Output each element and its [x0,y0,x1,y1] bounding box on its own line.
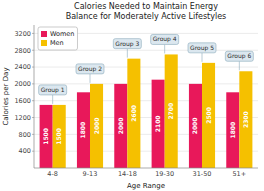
x-axis-line [34,168,258,169]
y-tick-label: 3200 [14,30,31,38]
bar [77,92,90,168]
callout: Group 3 [113,39,141,58]
x-tick-label: 4-8 [47,170,58,178]
callout-line [202,53,203,62]
bar [202,63,215,168]
callout-box [39,85,67,95]
callout-box [76,64,104,74]
callout-line [239,61,240,70]
callout-box [188,43,216,53]
title: Calories Needed to Maintain EnergyBalanc… [66,2,227,21]
y-tick-label: 1200 [14,114,31,122]
grid-line [34,67,258,68]
grid-line [34,134,258,135]
title-line: Calories Needed to Maintain Energy [74,2,218,11]
callout-box [113,39,141,49]
annotation: Group 5 [190,44,214,52]
data-label: 1800 [79,122,86,139]
legend-swatch [41,31,47,37]
data-label: 2300 [242,111,249,128]
y-tick-label: 800 [19,131,31,139]
chart-svg: Calories Needed to Maintain EnergyBalanc… [0,0,264,191]
bar [226,92,239,168]
legend-label: Men [50,39,64,47]
callout-box [225,51,253,61]
annotation: Group 6 [227,52,251,60]
legend-label: Women [50,30,74,38]
data-label: 2000 [93,118,100,135]
annotation: Group 3 [115,40,139,48]
callout: Group 2 [76,64,104,83]
bar [165,54,178,168]
y-axis-label: Calories per Day [2,67,10,125]
data-label: 1500 [42,128,49,145]
bar [239,71,252,168]
callout: Group 1 [39,85,67,104]
chart-container: Calories Needed to Maintain EnergyBalanc… [0,0,264,191]
y-tick-label: 2400 [14,63,31,71]
annotation: Group 4 [153,35,177,43]
legend: WomenMen [38,27,77,50]
bar [127,59,140,168]
data-label: 2100 [154,115,161,132]
grid-line [34,151,258,152]
data-label: 2000 [117,118,124,135]
y-tick-label: 1600 [14,97,31,105]
bar [53,105,66,168]
bar [114,84,127,168]
bar [40,105,53,168]
y-tick-label: 400 [19,147,31,155]
x-tick-label: 14-18 [118,170,137,178]
callout-line [127,49,128,58]
x-tick-label: 19-30 [155,170,174,178]
data-label: 2500 [205,107,212,124]
data-label: 2600 [130,105,137,122]
bars [40,54,253,168]
annotation: Group 1 [41,86,65,94]
data-label: 2700 [167,103,174,120]
x-tick-label: 31-50 [193,170,212,178]
legend-frame [38,27,77,50]
legend-swatch [41,40,47,46]
callout: Group 4 [151,34,179,53]
callout: Group 6 [225,51,253,70]
bar [152,80,165,168]
callout-line [52,95,53,104]
callout-line [164,44,165,53]
x-tick-label: 51+ [232,170,246,178]
grid-line [34,83,258,84]
callout: Group 5 [188,43,216,62]
data-label: 1800 [229,122,236,139]
y-tick-label: 2000 [14,80,31,88]
bar [189,84,202,168]
data-label: 2000 [191,118,198,135]
y-tick-label: 2800 [14,47,31,55]
grid-line [34,100,258,101]
x-axis-label: Age Range [127,182,165,190]
callout-box [151,34,179,44]
callout-line [90,74,91,83]
data-label: 1500 [55,128,62,145]
y-axis-line [34,25,35,168]
x-tick-label: 9-13 [83,170,98,178]
annotation: Group 2 [78,65,102,73]
grid-line [34,117,258,118]
title-line: Balance for Moderately Active Lifestyles [66,12,227,21]
bar [90,84,103,168]
